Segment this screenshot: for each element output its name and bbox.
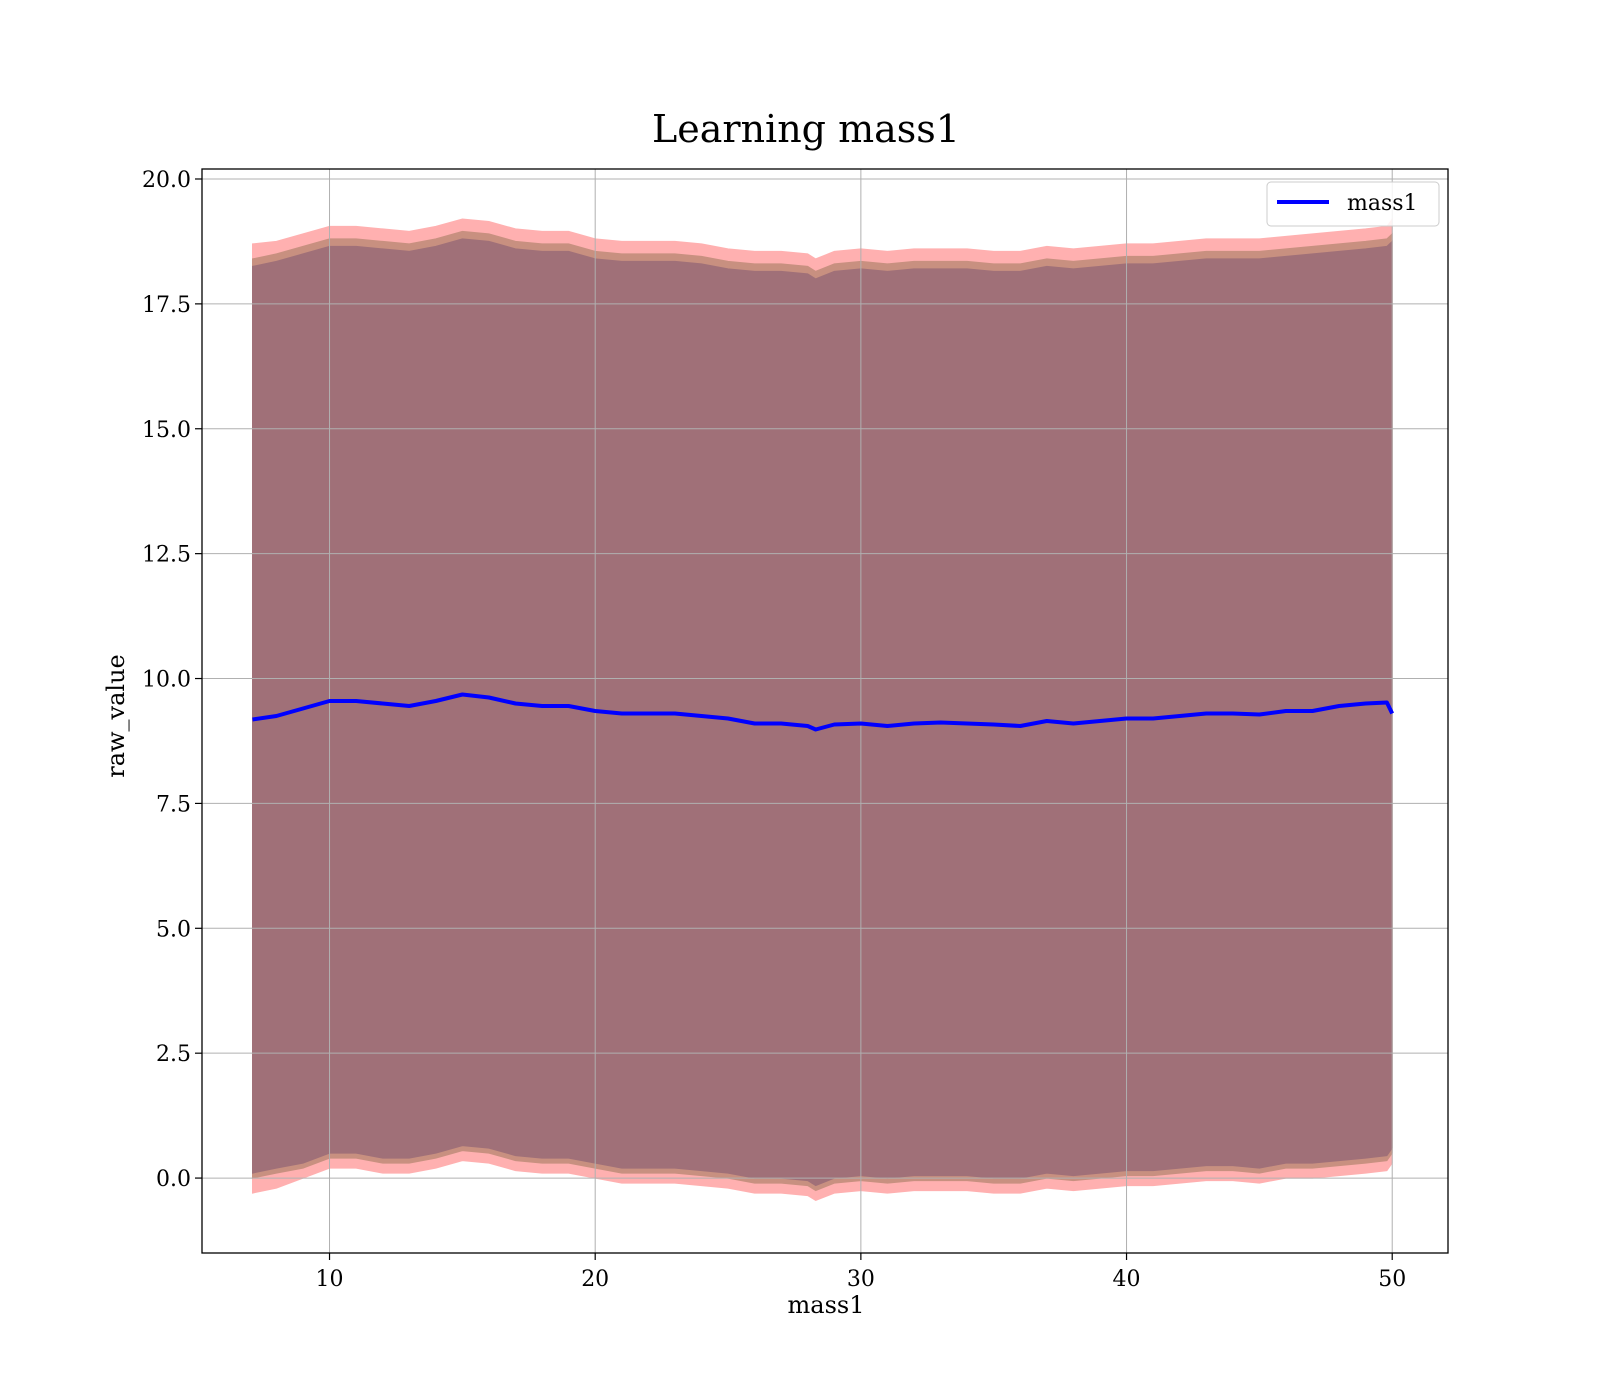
x-tick-label: 20 [581, 1267, 609, 1292]
y-axis-ticks: 0.0 2.5 5.0 7.5 10.0 12.5 15.0 17.5 20.0 [142, 168, 202, 1192]
legend-box [1266, 181, 1440, 227]
y-tick-label: 5.0 [156, 917, 191, 942]
x-axis-label: mass1 [788, 1291, 865, 1319]
y-axis-label: raw_value [102, 654, 130, 778]
x-tick-label: 40 [1113, 1267, 1141, 1292]
series-line-mass1 [252, 692, 1395, 732]
y-tick-label: 2.5 [156, 1042, 191, 1067]
x-tick-label: 30 [847, 1267, 875, 1292]
y-tick-label: 10.0 [142, 668, 191, 693]
x-axis-ticks: 10 20 30 40 50 [316, 1253, 1406, 1292]
uncertainty-bands [252, 217, 1393, 1202]
legend-entry-mass1: mass1 [1347, 191, 1418, 216]
plot-area [201, 168, 1449, 1254]
y-tick-label: 7.5 [156, 792, 191, 817]
y-tick-label: 0.0 [156, 1167, 191, 1192]
legend: mass1 [1266, 181, 1440, 227]
plot-frame [201, 168, 1449, 1254]
y-tick-label: 20.0 [142, 168, 191, 193]
y-tick-label: 15.0 [142, 418, 191, 443]
x-tick-label: 50 [1378, 1267, 1406, 1292]
chart-title: Learning mass1 [652, 107, 960, 151]
y-tick-label: 17.5 [142, 293, 191, 318]
y-tick-label: 12.5 [142, 543, 191, 568]
x-tick-label: 10 [316, 1267, 344, 1292]
